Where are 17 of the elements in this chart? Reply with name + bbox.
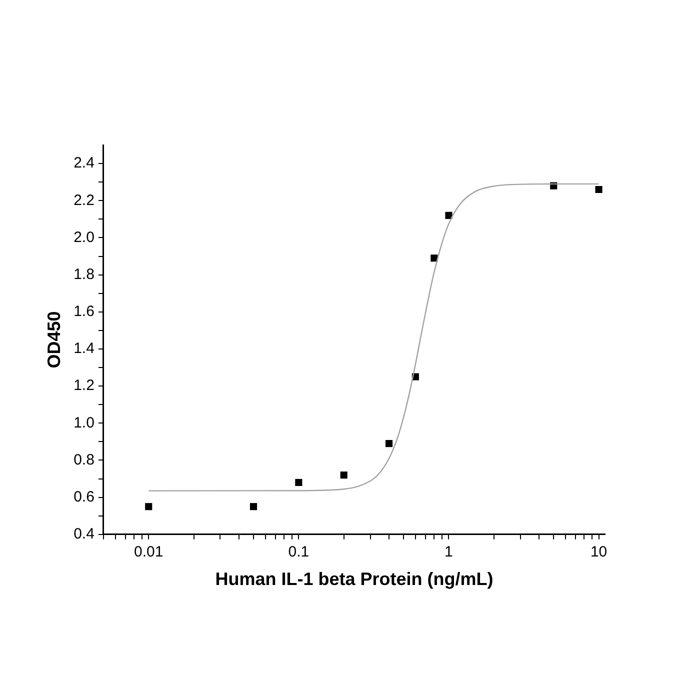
y-tick-label: 0.8	[74, 451, 94, 468]
x-tick-label: 0.01	[134, 544, 164, 561]
y-tick-label: 0.6	[74, 488, 94, 506]
y-tick-label: 2.2	[74, 192, 94, 209]
x-tick-label: 1	[444, 544, 453, 561]
y-axis-title: OD450	[44, 311, 64, 368]
y-tick-label: 1.2	[74, 377, 94, 394]
y-tick-label: 1.4	[74, 340, 94, 358]
y-tick-label: 2.4	[74, 154, 94, 172]
y-tick-label: 1.8	[74, 266, 94, 283]
y-tick-label: 0.4	[74, 526, 94, 543]
y-tick-label: 2.0	[74, 228, 94, 246]
x-tick-label: 0.1	[288, 544, 310, 561]
x-axis-title: Human IL-1 beta Protein (ng/mL)	[215, 569, 494, 590]
y-tick-label: 1.6	[74, 303, 94, 320]
y-tick-label: 1.0	[74, 414, 94, 432]
x-tick-label: 10	[590, 544, 608, 561]
